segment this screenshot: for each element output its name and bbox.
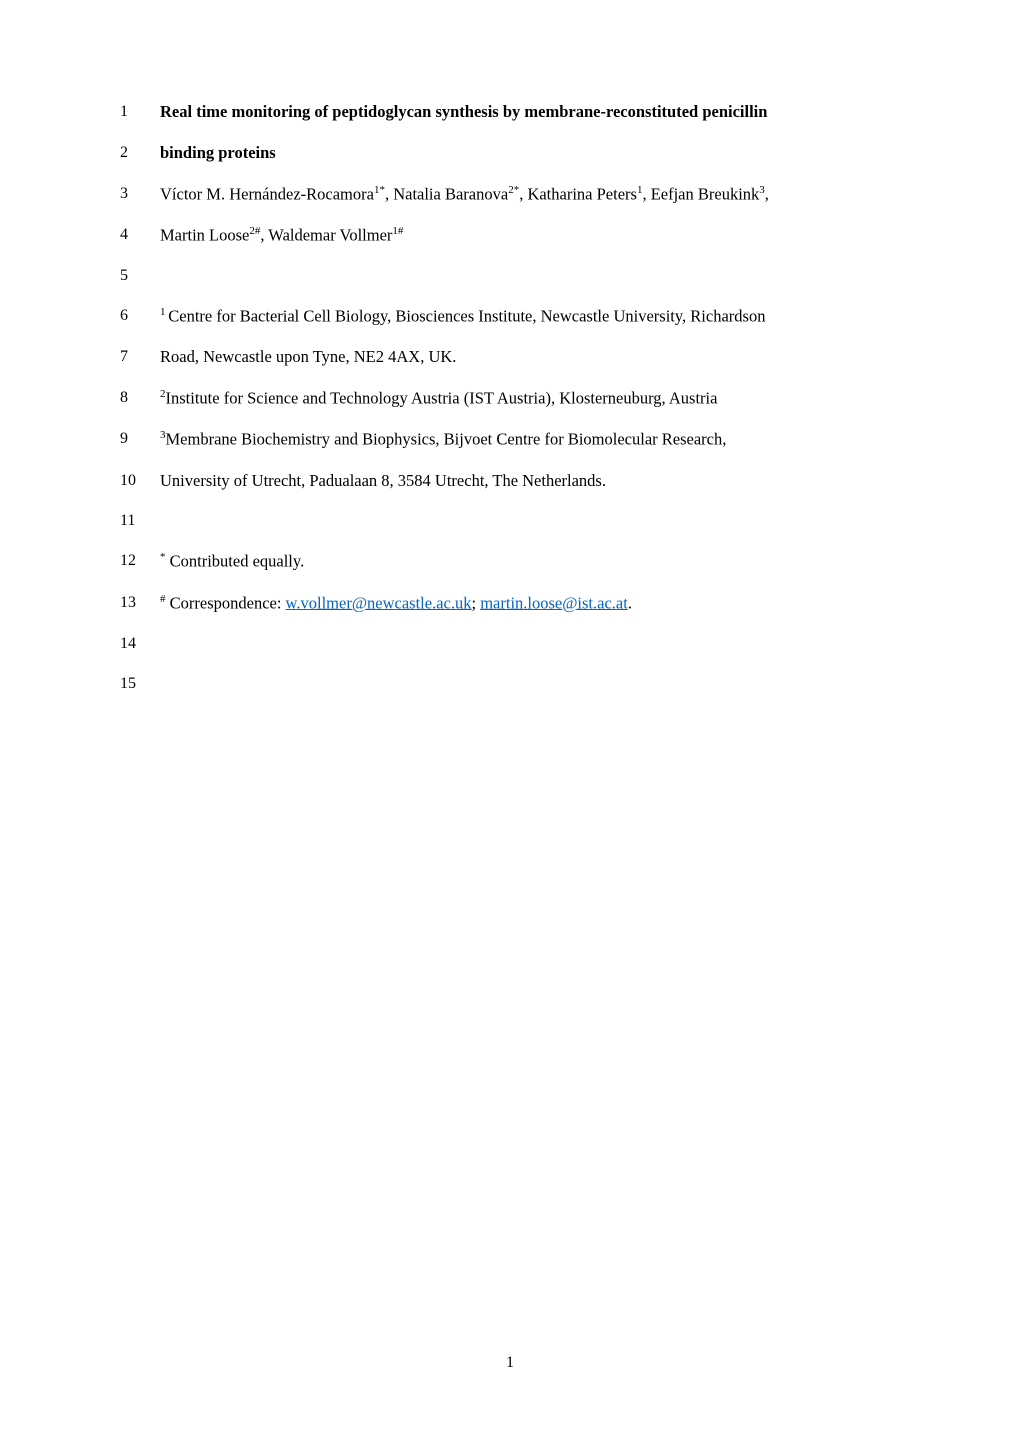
line-content: Víctor M. Hernández-Rocamora1*, Natalia … bbox=[160, 182, 900, 207]
manuscript-line: 61 Centre for Bacterial Cell Biology, Bi… bbox=[120, 304, 900, 329]
line-number: 4 bbox=[120, 223, 160, 247]
line-number: 7 bbox=[120, 345, 160, 369]
line-number: 10 bbox=[120, 469, 160, 493]
line-number: 12 bbox=[120, 549, 160, 573]
line-number: 14 bbox=[120, 632, 160, 656]
manuscript-line: 5 bbox=[120, 264, 900, 288]
manuscript-line: 7Road, Newcastle upon Tyne, NE2 4AX, UK. bbox=[120, 345, 900, 370]
manuscript-line: 2binding proteins bbox=[120, 141, 900, 166]
manuscript-line: 93Membrane Biochemistry and Biophysics, … bbox=[120, 427, 900, 452]
line-number: 15 bbox=[120, 672, 160, 696]
line-number: 8 bbox=[120, 386, 160, 410]
line-number: 11 bbox=[120, 509, 160, 533]
manuscript-line: 12* Contributed equally. bbox=[120, 549, 900, 574]
line-content: # Correspondence: w.vollmer@newcastle.ac… bbox=[160, 591, 900, 616]
manuscript-line: 11 bbox=[120, 509, 900, 533]
line-number: 2 bbox=[120, 141, 160, 165]
line-content: Martin Loose2#, Waldemar Vollmer1# bbox=[160, 223, 900, 248]
manuscript-line: 3Víctor M. Hernández-Rocamora1*, Natalia… bbox=[120, 182, 900, 207]
manuscript-line: 1Real time monitoring of peptidoglycan s… bbox=[120, 100, 900, 125]
manuscript-line: 15 bbox=[120, 672, 900, 696]
line-number: 5 bbox=[120, 264, 160, 288]
line-number: 6 bbox=[120, 304, 160, 328]
page-number: 1 bbox=[506, 1354, 514, 1372]
line-content: Real time monitoring of peptidoglycan sy… bbox=[160, 100, 900, 125]
line-number: 1 bbox=[120, 100, 160, 124]
manuscript-body: 1Real time monitoring of peptidoglycan s… bbox=[120, 100, 900, 696]
line-number: 3 bbox=[120, 182, 160, 206]
line-content: University of Utrecht, Padualaan 8, 3584… bbox=[160, 469, 900, 494]
line-number: 9 bbox=[120, 427, 160, 451]
line-content: 1 Centre for Bacterial Cell Biology, Bio… bbox=[160, 304, 900, 329]
line-content: Road, Newcastle upon Tyne, NE2 4AX, UK. bbox=[160, 345, 900, 370]
line-content: * Contributed equally. bbox=[160, 549, 900, 574]
line-number: 13 bbox=[120, 591, 160, 615]
manuscript-line: 4Martin Loose2#, Waldemar Vollmer1# bbox=[120, 223, 900, 248]
manuscript-line: 14 bbox=[120, 632, 900, 656]
line-content: 2Institute for Science and Technology Au… bbox=[160, 386, 900, 411]
line-content: binding proteins bbox=[160, 141, 900, 166]
manuscript-line: 10University of Utrecht, Padualaan 8, 35… bbox=[120, 469, 900, 494]
manuscript-line: 13# Correspondence: w.vollmer@newcastle.… bbox=[120, 591, 900, 616]
line-content: 3Membrane Biochemistry and Biophysics, B… bbox=[160, 427, 900, 452]
manuscript-line: 82Institute for Science and Technology A… bbox=[120, 386, 900, 411]
